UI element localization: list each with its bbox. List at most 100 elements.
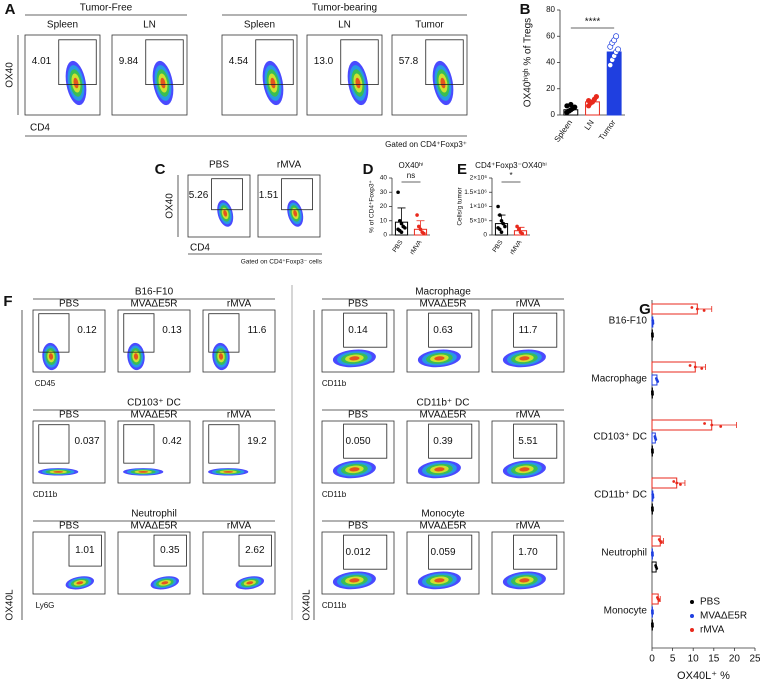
axis-label: OX40	[5, 62, 16, 88]
density	[73, 77, 79, 89]
data-point	[651, 554, 654, 557]
density	[519, 356, 530, 361]
density	[48, 353, 54, 360]
legend-marker	[690, 600, 694, 604]
y-tick-label: 10	[380, 217, 388, 224]
y-tick-label: 20	[546, 84, 555, 93]
flow-plot	[111, 34, 188, 116]
plot-title: rMVA	[227, 410, 252, 421]
y-tick-label: 2×10⁶	[470, 175, 488, 182]
axis-label: OX40L⁺ %	[677, 670, 730, 682]
panel-label: F	[3, 293, 12, 310]
gate-value: 1.70	[518, 547, 538, 558]
data-point	[651, 625, 654, 628]
y-tick-label: 1.5×10⁶	[464, 189, 487, 196]
data-point	[651, 496, 655, 499]
data-point	[499, 218, 504, 223]
gate	[428, 312, 473, 348]
block-title: CD103⁺ DC	[127, 398, 181, 409]
y-tick-label: 5×10⁵	[470, 217, 488, 224]
data-point	[416, 224, 421, 229]
density	[76, 581, 84, 585]
gate	[208, 424, 240, 464]
y-tick-label: 0	[551, 110, 556, 119]
data-point	[515, 224, 519, 229]
legend-marker	[690, 628, 694, 632]
gate	[513, 312, 558, 348]
data-point	[593, 94, 600, 100]
bar	[651, 477, 678, 489]
gate-value: 13.0	[314, 56, 334, 67]
data-point	[499, 230, 504, 234]
x-tick-label: 20	[729, 654, 741, 665]
panel-label: A	[5, 1, 16, 18]
block-title: CD11b⁺ DC	[417, 398, 470, 409]
density	[440, 77, 446, 89]
density	[138, 470, 149, 473]
y-tick-label: CD11b⁺ DC	[594, 490, 647, 501]
gate-value: 0.037	[74, 436, 99, 447]
error-bar	[397, 207, 406, 223]
group-title: Tumor-Free	[80, 3, 133, 14]
gate-value: 0.39	[433, 436, 453, 447]
flow-plot	[306, 34, 383, 116]
plot-title: LN	[338, 20, 351, 31]
gate	[38, 424, 70, 464]
data-point	[660, 541, 663, 544]
gate	[153, 534, 187, 567]
gate	[425, 39, 464, 85]
density	[293, 210, 298, 217]
data-point	[422, 231, 426, 236]
gate-value: 0.050	[345, 436, 370, 447]
data-point	[651, 451, 654, 454]
y-tick-label: B16-F10	[609, 316, 648, 327]
data-point	[719, 425, 723, 428]
density	[53, 470, 64, 473]
chart-title: OX40ʰⁱ	[399, 161, 424, 170]
plot-title: PBS	[348, 521, 368, 532]
plot-title: PBS	[59, 299, 79, 310]
density	[223, 470, 234, 473]
data-point	[397, 218, 402, 223]
plot-title: MVAΔE5R	[419, 410, 466, 421]
gate	[123, 313, 155, 353]
gate-value: 9.84	[119, 56, 139, 67]
x-tick-label: 25	[749, 654, 760, 665]
gate-value: 11.6	[248, 325, 267, 336]
chart-title: CD4⁺Foxp3⁻OX40ʰⁱ	[475, 161, 547, 170]
gate	[238, 534, 272, 567]
data-point	[690, 306, 694, 309]
plot-title: MVAΔE5R	[130, 410, 177, 421]
axis-label: OX40	[165, 193, 176, 219]
legend-label: rMVA	[700, 625, 725, 636]
density	[434, 578, 445, 583]
plot-title: rMVA	[516, 521, 541, 532]
gate-value: 57.8	[399, 56, 419, 67]
plot-title: LN	[143, 20, 156, 31]
density	[519, 578, 530, 583]
y-tick-label: Neutrophil	[601, 548, 647, 559]
legend-label: PBS	[700, 597, 720, 608]
y-tick-label: 1×10⁶	[470, 203, 488, 210]
gate	[58, 39, 97, 85]
data-point	[655, 567, 659, 570]
axis-label: OX40L	[5, 589, 16, 621]
y-tick-label: Monocyte	[604, 606, 648, 617]
axis-label: CD45	[35, 379, 56, 388]
y-tick-label: 30	[380, 189, 388, 196]
gate-value: 0.012	[345, 547, 370, 558]
gate	[343, 312, 388, 348]
note: Gated on CD4⁺Foxp3⁻ cells	[241, 259, 323, 266]
axis-label: OX40L	[302, 589, 313, 621]
y-tick-label: 20	[380, 203, 388, 210]
data-point	[656, 380, 660, 383]
y-tick-label: 40	[546, 58, 555, 67]
x-tick-label: 15	[708, 654, 720, 665]
data-point	[497, 213, 502, 217]
y-tick-label: 0	[483, 232, 487, 239]
y-tick-label: CD103⁺ DC	[593, 432, 647, 443]
gate-value: 0.14	[348, 325, 368, 336]
axis-label: Ly6G	[36, 601, 55, 610]
gate-value: 0.63	[433, 325, 453, 336]
gate	[513, 534, 558, 570]
